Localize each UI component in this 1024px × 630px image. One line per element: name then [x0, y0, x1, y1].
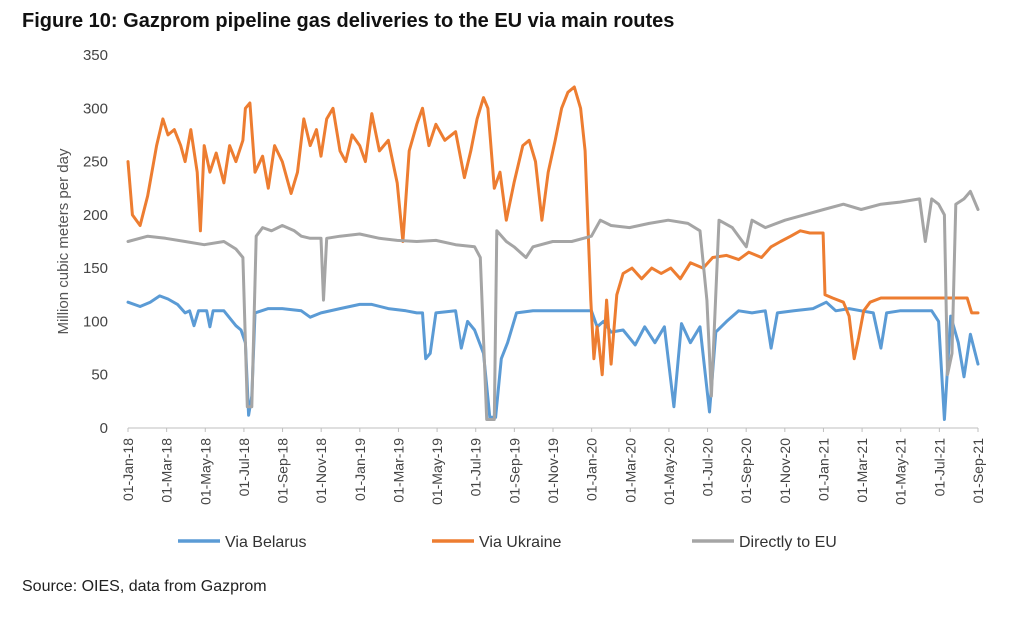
legend: Via Belarus Via Ukraine Directly to EU	[178, 534, 837, 551]
x-tick-label: 01-Sep-21	[970, 438, 986, 504]
x-tick-label: 01-Jan-20	[584, 438, 600, 501]
series-line-via-belarus	[126, 294, 980, 421]
legend-label: Directly to EU	[739, 534, 837, 551]
y-tick-label: 150	[83, 260, 108, 277]
x-tick-label: 01-May-21	[893, 438, 909, 505]
legend-label: Via Ukraine	[479, 534, 562, 551]
y-axis-title: Million cubic meters per day	[55, 148, 72, 334]
y-axis-title-group: Million cubic meters per day	[55, 148, 72, 334]
y-tick-label: 250	[83, 154, 108, 171]
x-tick-label: 01-Jan-19	[352, 438, 368, 501]
legend-label: Via Belarus	[225, 534, 307, 551]
x-tick-label: 01-May-19	[429, 438, 445, 505]
x-tick-label: 01-Jan-18	[120, 438, 136, 501]
x-tick-label: 01-May-18	[197, 438, 213, 505]
x-tick-label: 01-Jul-20	[700, 438, 716, 497]
y-tick-label: 350	[83, 47, 108, 64]
x-tick-label: 01-Mar-18	[159, 438, 175, 503]
x-tick-label: 01-Mar-21	[854, 438, 870, 503]
x-tick-label: 01-Jul-21	[931, 438, 947, 497]
x-tick-label: 01-Nov-18	[313, 438, 329, 504]
x-tick-label: 01-Nov-19	[545, 438, 561, 504]
source-note: Source: OIES, data from Gazprom	[22, 578, 267, 595]
x-tick-label: 01-Sep-18	[275, 438, 291, 504]
x-tick-label: 01-Jul-18	[236, 438, 252, 497]
y-tick-label: 300	[83, 100, 108, 117]
x-tick-label: 01-Nov-20	[777, 438, 793, 504]
series-lines	[126, 85, 980, 421]
x-tick-label: 01-Mar-19	[390, 438, 406, 503]
figure-title: Figure 10: Gazprom pipeline gas deliveri…	[22, 10, 675, 32]
x-tick-label: 01-Sep-20	[738, 438, 754, 504]
x-tick-label: 01-Jan-21	[815, 438, 831, 501]
series-line-via-ukraine	[126, 85, 980, 377]
x-axis-ticks: 01-Jan-18 01-Mar-18 01-May-18 01-Jul-18 01-S…	[120, 428, 986, 505]
x-tick-label: 01-May-20	[661, 438, 677, 505]
x-tick-label: 01-Mar-20	[622, 438, 638, 503]
y-tick-label: 0	[100, 420, 108, 437]
y-tick-label: 50	[91, 367, 108, 384]
y-axis-ticks: 0 50 100 150 200 250 300 350	[83, 47, 108, 437]
y-tick-label: 200	[83, 207, 108, 224]
y-tick-label: 100	[83, 313, 108, 330]
x-tick-label: 01-Sep-19	[506, 438, 522, 504]
series-line-directly-to-eu	[126, 189, 980, 421]
x-tick-label: 01-Jul-19	[468, 438, 484, 497]
